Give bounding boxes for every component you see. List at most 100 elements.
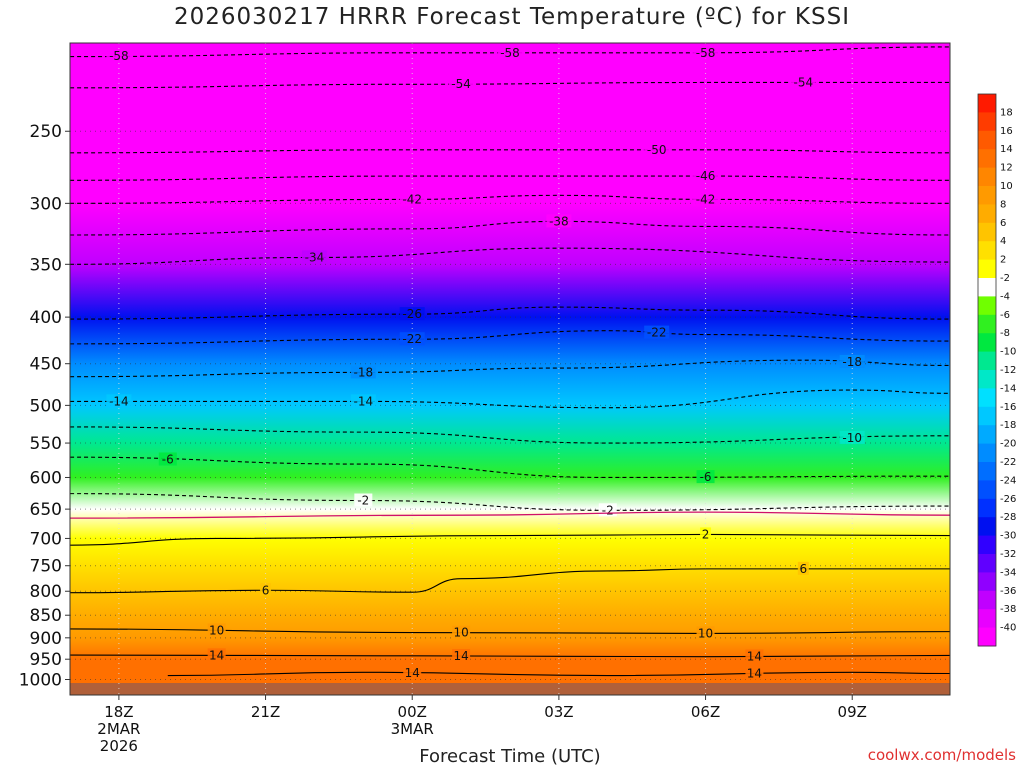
plot-frame bbox=[69, 42, 951, 696]
colorbar-label: -18 bbox=[1000, 420, 1016, 431]
colorbar-swatch bbox=[978, 94, 996, 113]
colorbar-swatch bbox=[978, 572, 996, 592]
colorbar-swatch bbox=[978, 388, 996, 408]
isotherm-label: 6 bbox=[800, 562, 808, 576]
colorbar: 18 16 14 12 10 8 6 4 2 -2 -4 -6 -8 -10 -12 -14 -16 -18 -20… bbox=[977, 93, 1016, 647]
colorbar-swatch bbox=[978, 186, 996, 205]
colorbar-swatch bbox=[978, 149, 996, 169]
isotherm-line bbox=[70, 389, 950, 409]
isotherm-label: 10 bbox=[698, 626, 713, 640]
isotherm-label-bg bbox=[448, 76, 474, 90]
isotherm-label: -26 bbox=[402, 307, 422, 321]
y-tick-label: 250 bbox=[30, 122, 62, 142]
colorbar-label: 2 bbox=[1000, 255, 1006, 266]
colorbar-label: 6 bbox=[1000, 218, 1006, 229]
colorbar-label: 16 bbox=[1000, 126, 1013, 137]
isotherm-label: 10 bbox=[453, 626, 468, 640]
isotherm-line bbox=[70, 568, 950, 594]
isotherm-label-bg bbox=[693, 169, 719, 183]
y-tick-label: 350 bbox=[30, 255, 62, 275]
isotherm-label: 14 bbox=[747, 667, 762, 681]
isotherm-label-bg bbox=[399, 192, 425, 206]
x-tick-label: 00Z bbox=[398, 703, 427, 721]
colorbar-swatch bbox=[978, 333, 996, 353]
isotherm-label-bg bbox=[106, 49, 132, 63]
colorbar-swatch bbox=[978, 130, 996, 150]
colorbar-swatch bbox=[978, 480, 996, 500]
isotherm-label-bg bbox=[350, 394, 376, 408]
isotherm-line bbox=[70, 533, 950, 546]
y-tick-label: 950 bbox=[30, 650, 62, 670]
isotherm-label-bg bbox=[158, 452, 177, 466]
colorbar-swatch bbox=[978, 590, 996, 610]
isotherm-label: -2 bbox=[602, 503, 614, 517]
isotherm-label-bg bbox=[644, 142, 670, 156]
x-tick-label: 06Z bbox=[691, 703, 720, 721]
x-axis-title: Forecast Time (UTC) bbox=[419, 746, 601, 767]
colorbar-swatch bbox=[978, 517, 996, 537]
isotherm-label-bg bbox=[790, 75, 816, 89]
isotherm-line bbox=[70, 426, 950, 444]
x-tick-label: 18Z bbox=[104, 703, 133, 721]
colorbar-label: -28 bbox=[1000, 512, 1016, 523]
isotherm-label: 14 bbox=[453, 649, 468, 663]
colorbar-label: -6 bbox=[1000, 310, 1010, 321]
isotherm-line bbox=[70, 175, 950, 181]
isotherm-line bbox=[70, 247, 950, 265]
isotherm-label: -6 bbox=[700, 470, 712, 484]
isotherm-line bbox=[70, 456, 950, 479]
surface-ground-band bbox=[70, 683, 950, 695]
isotherm-label: -46 bbox=[696, 169, 716, 183]
colorbar-label: -40 bbox=[1000, 623, 1016, 634]
y-tick-label: 500 bbox=[30, 396, 62, 416]
colorbar-label: 12 bbox=[1000, 163, 1013, 174]
x-tick-label: 03Z bbox=[544, 703, 573, 721]
colorbar-swatch bbox=[978, 296, 996, 316]
credit-link[interactable]: coolwx.com/models bbox=[867, 746, 1016, 764]
colorbar-swatch bbox=[978, 241, 996, 261]
colorbar-swatch bbox=[978, 314, 996, 334]
colorbar-label: -30 bbox=[1000, 531, 1016, 542]
y-tick-label: 600 bbox=[30, 468, 62, 488]
x-tick-label: 09Z bbox=[838, 703, 867, 721]
colorbar-swatch bbox=[978, 535, 996, 555]
x-tick-label: 21Z bbox=[251, 703, 280, 721]
isotherm-line bbox=[70, 359, 950, 378]
isotherm-line bbox=[70, 511, 950, 519]
colorbar-label: -32 bbox=[1000, 549, 1016, 560]
y-tick-label: 650 bbox=[30, 500, 62, 520]
colorbar-label: -14 bbox=[1000, 383, 1016, 394]
isotherm-line bbox=[70, 493, 950, 511]
isotherm-label: -22 bbox=[402, 332, 422, 346]
y-tick-label: 800 bbox=[30, 582, 62, 602]
isotherm-line bbox=[70, 220, 950, 236]
gridlines bbox=[70, 43, 950, 695]
isotherm-line bbox=[70, 306, 950, 320]
colorbar-label: -10 bbox=[1000, 347, 1016, 358]
y-tick-label: 300 bbox=[30, 194, 62, 214]
y-tick-label: 1000 bbox=[19, 670, 62, 690]
isotherm-label-bg bbox=[452, 625, 471, 639]
isotherm-label: -38 bbox=[549, 214, 569, 228]
isotherm-line bbox=[70, 330, 950, 345]
colorbar-swatch bbox=[978, 425, 996, 445]
isotherm-label-bg bbox=[839, 354, 865, 368]
isotherm-label-bg bbox=[260, 583, 272, 597]
isotherm-label: -22 bbox=[647, 326, 667, 340]
isotherm-label: -10 bbox=[842, 431, 862, 445]
x-tick-label: 2MAR bbox=[97, 720, 140, 738]
isotherm-label: -2 bbox=[357, 494, 369, 508]
colorbar-swatch bbox=[978, 370, 996, 389]
colorbar-label: -16 bbox=[1000, 402, 1016, 413]
isotherm-label: -18 bbox=[354, 365, 374, 379]
colorbar-swatch bbox=[978, 222, 996, 242]
colorbar-label: -20 bbox=[1000, 439, 1016, 450]
isotherm-label: -58 bbox=[500, 46, 520, 60]
colorbar-swatch bbox=[978, 351, 996, 371]
isotherms: -58 -58 -58-54 -54-50-46-42 -42-38-34-26-22-… bbox=[70, 45, 950, 681]
colorbar-label: -34 bbox=[1000, 567, 1016, 578]
isotherm-label-bg bbox=[399, 307, 425, 321]
colorbar-swatch bbox=[978, 443, 996, 463]
